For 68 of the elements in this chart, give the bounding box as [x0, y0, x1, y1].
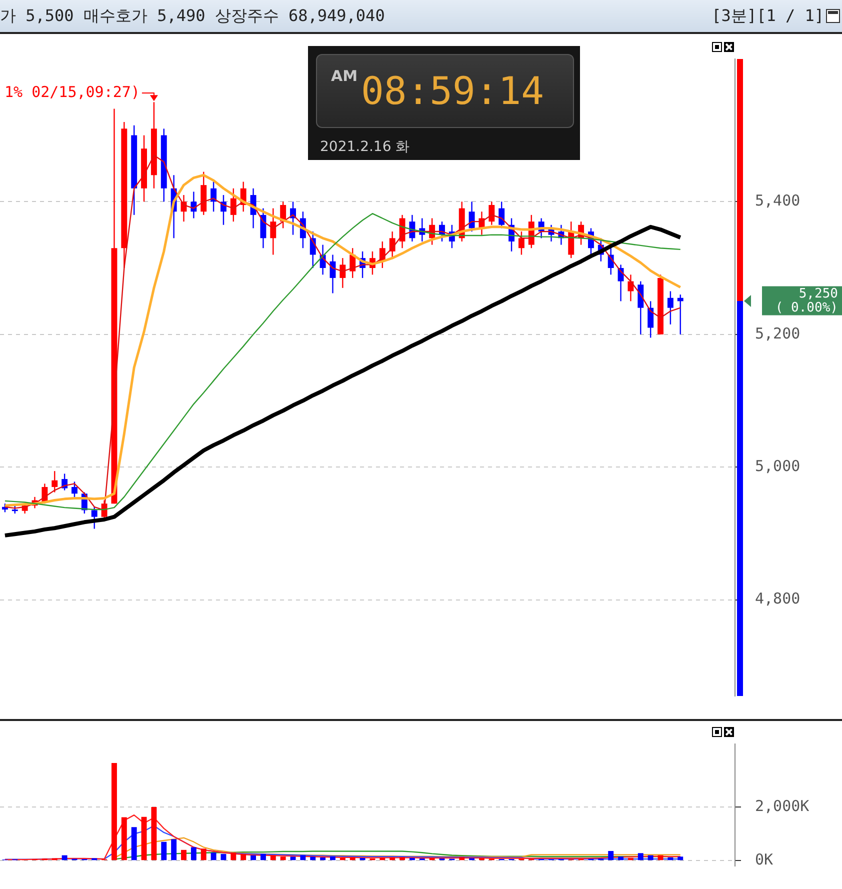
- y-tick-label: 0K: [755, 850, 774, 869]
- candlestick: [638, 280, 644, 335]
- bar: [270, 855, 276, 860]
- bar: [111, 763, 117, 860]
- annotation: 1% 02/15,09:27): [4, 82, 140, 101]
- y-tick-label: 5,400: [755, 192, 800, 210]
- y-tick-label: 2,000K: [755, 796, 810, 815]
- bar: [320, 857, 326, 860]
- bar: [290, 856, 296, 860]
- bar: [151, 807, 157, 860]
- text: [3분][1 / 1]: [712, 6, 824, 26]
- text: 5,250 ( 0.00%): [775, 286, 838, 316]
- candlestick: [488, 201, 495, 226]
- bar: [608, 850, 614, 860]
- bar: [260, 854, 266, 860]
- candlestick: [648, 300, 654, 338]
- candlestick: [230, 188, 236, 222]
- bar: [141, 816, 147, 860]
- annotation: 08:59:14: [361, 69, 544, 113]
- candlestick: [677, 294, 684, 335]
- bar: [360, 858, 366, 860]
- bar: [131, 827, 137, 860]
- candlestick: [91, 506, 98, 530]
- bar: [220, 854, 226, 860]
- candlestick: [270, 208, 276, 256]
- candlestick: [62, 473, 68, 491]
- candlestick: [667, 290, 674, 326]
- bar: [618, 856, 624, 860]
- bar: [638, 853, 644, 860]
- candlestick: [468, 201, 475, 232]
- text: 가 5,500 매수호가 5,490 상장주수 68,949,040: [0, 6, 385, 26]
- bar: [280, 856, 286, 860]
- bar: [161, 842, 167, 860]
- bar: [230, 852, 236, 860]
- bar: [340, 858, 346, 860]
- bar: [181, 850, 186, 860]
- bar: [390, 857, 396, 860]
- candlestick: [518, 230, 524, 256]
- candlestick: [340, 257, 346, 289]
- y-tick-label: 5,200: [755, 324, 800, 342]
- bar: [678, 856, 684, 860]
- bar: [380, 858, 386, 860]
- bar: [628, 858, 634, 860]
- bar: [250, 855, 256, 860]
- bar: [459, 857, 465, 860]
- bar: [668, 857, 674, 860]
- bar: [300, 855, 306, 860]
- bar: [330, 856, 336, 860]
- bar: [62, 855, 68, 860]
- y-tick-label: 5,000: [755, 456, 800, 475]
- annotation: AM: [331, 67, 358, 85]
- bar: [190, 847, 196, 860]
- bar: [409, 858, 415, 860]
- bar: [200, 848, 206, 860]
- candlestick: [52, 470, 58, 493]
- bar: [210, 852, 216, 860]
- annotation: 2021.2.16 화: [320, 138, 410, 156]
- bar: [400, 857, 405, 860]
- bar: [171, 839, 177, 860]
- bar: [310, 856, 316, 860]
- bar: [648, 855, 654, 860]
- candlestick: [260, 208, 266, 249]
- bar: [350, 857, 356, 860]
- candlestick: [618, 264, 624, 302]
- candlestick: [72, 481, 78, 498]
- y-tick-label: 4,800: [755, 590, 800, 608]
- bar: [121, 817, 127, 860]
- bar: [240, 854, 246, 860]
